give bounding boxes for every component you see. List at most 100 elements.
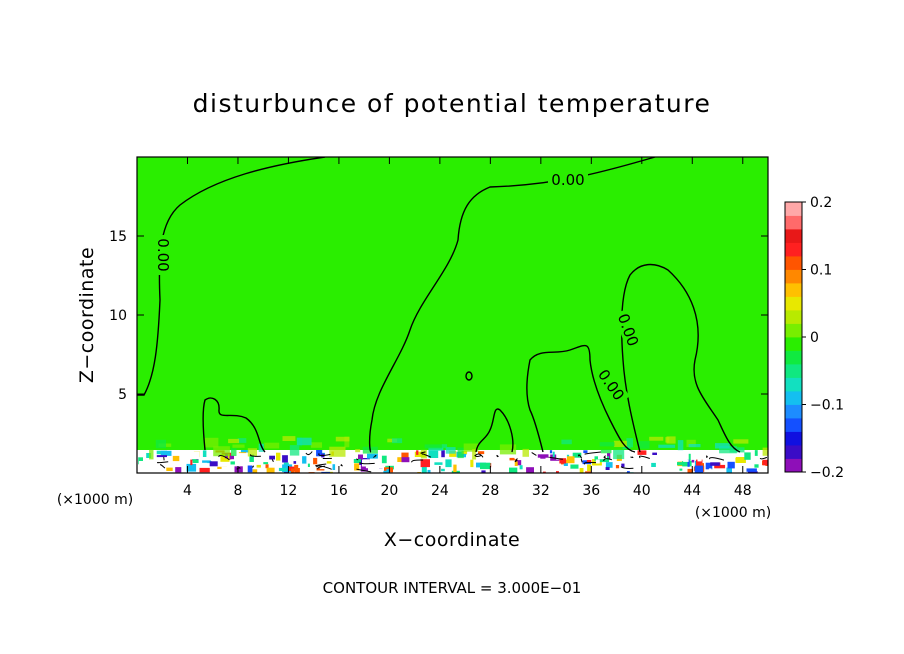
turbulence-cell xyxy=(240,450,249,453)
turbulence-contour xyxy=(630,456,634,459)
turbulence-cell xyxy=(295,459,302,464)
turbulence-cell xyxy=(461,450,468,454)
turbulence-cell xyxy=(466,455,469,463)
turbulence-cell xyxy=(234,466,243,473)
contour-interval-note: CONTOUR INTERVAL = 3.000E−01 xyxy=(323,579,582,597)
turbulence-cell xyxy=(403,464,408,469)
turbulence-cell xyxy=(543,471,546,473)
turbulence-cell xyxy=(726,467,732,473)
turbulence-contour xyxy=(317,465,325,470)
turbulence-contour xyxy=(496,454,499,458)
turbulence-cell xyxy=(682,461,692,467)
turbulence-cell xyxy=(172,455,180,462)
turbulence-cell xyxy=(265,464,269,469)
x-tick-label: 20 xyxy=(380,483,398,499)
near-surface-cell xyxy=(733,439,749,444)
x-tick-label: 28 xyxy=(481,483,499,499)
near-surface-cell xyxy=(213,446,230,457)
colorbar-tick-label: −0.1 xyxy=(810,398,844,414)
turbulence-cell xyxy=(445,459,452,468)
near-surface-cell xyxy=(282,436,296,441)
near-surface-cell xyxy=(445,447,456,454)
turbulence-cell xyxy=(635,466,641,472)
near-surface-cell xyxy=(626,438,633,448)
turbulence-cell xyxy=(416,450,419,455)
turbulence-cell xyxy=(701,463,704,467)
colorbar-swatch xyxy=(785,445,802,459)
turbulence-cell xyxy=(156,455,167,458)
turbulence-cell xyxy=(705,462,713,470)
y-axis-ticks: 5 10 15 xyxy=(109,229,768,403)
y-tick-label: 10 xyxy=(109,308,127,324)
turbulence-cell xyxy=(166,467,173,471)
near-surface-cell xyxy=(600,449,612,454)
x-tick-label: 44 xyxy=(683,483,701,499)
x-axis-label: X−coordinate xyxy=(384,529,520,551)
turbulence-contour xyxy=(474,454,482,457)
turbulence-cell xyxy=(278,467,288,472)
near-surface-cell xyxy=(658,444,676,448)
surface-turbulence-layer xyxy=(137,436,768,473)
turbulence-cell xyxy=(326,461,332,464)
turbulence-cell xyxy=(663,454,667,461)
turbulence-cell xyxy=(683,459,689,462)
colorbar-swatch xyxy=(785,296,802,311)
near-surface-cell xyxy=(499,444,517,455)
chart-title: disturbunce of potential temperature xyxy=(193,89,712,118)
turbulence-cell xyxy=(549,450,553,454)
turbulence-cell xyxy=(754,464,759,468)
turbulence-cell xyxy=(434,462,443,465)
turbulence-cell xyxy=(266,467,275,473)
turbulence-cell xyxy=(331,455,339,461)
near-surface-cell xyxy=(463,443,479,452)
turbulence-cell xyxy=(696,459,703,466)
contour-line-upper-left xyxy=(137,157,326,396)
turbulence-cell xyxy=(639,466,642,473)
turbulence-cell xyxy=(754,450,758,456)
colorbar-swatch xyxy=(785,458,802,473)
turbulence-contour xyxy=(236,467,241,470)
turbulence-cell xyxy=(202,460,211,463)
turbulence-cell xyxy=(247,465,253,473)
turbulence-cell xyxy=(338,471,343,473)
near-surface-cell xyxy=(329,446,346,457)
turbulence-cell xyxy=(677,462,684,466)
turbulence-contour xyxy=(315,463,327,467)
turbulence-cell xyxy=(375,453,381,457)
x-tick-label: 4 xyxy=(183,483,192,499)
turbulence-cell xyxy=(586,460,592,463)
turbulence-cell xyxy=(587,464,592,472)
y-tick-label: 5 xyxy=(118,387,127,403)
near-surface-cell xyxy=(666,436,676,444)
colorbar-swatch xyxy=(785,269,802,284)
turbulence-cell xyxy=(155,461,162,467)
turbulence-cell xyxy=(150,462,160,470)
turbulence-contour xyxy=(411,459,424,463)
turbulence-cell xyxy=(647,467,658,473)
turbulence-cell xyxy=(651,462,656,470)
near-surface-cell xyxy=(335,436,350,442)
near-surface-cell xyxy=(715,443,730,449)
turbulence-cell xyxy=(724,450,735,459)
turbulence-cell xyxy=(552,451,555,458)
turbulence-contour xyxy=(638,455,650,459)
colorbar-tick-label: −0.2 xyxy=(810,465,844,481)
near-surface-cell xyxy=(522,448,529,457)
turbulence-contour xyxy=(305,451,313,456)
turbulence-cell xyxy=(362,459,370,467)
colorbar-tick-label: 0.1 xyxy=(810,263,832,279)
turbulence-cell xyxy=(433,458,440,462)
colorbar-swatch xyxy=(785,391,802,405)
turbulence-cell xyxy=(160,450,172,456)
turbulence-cell xyxy=(414,451,426,457)
turbulence-cell xyxy=(564,471,568,473)
colorbar-tick-label: 0.2 xyxy=(810,195,832,211)
turbulence-cell xyxy=(627,471,630,473)
turbulence-cell xyxy=(760,467,768,473)
turbulence-cell xyxy=(727,461,735,469)
turbulence-cell xyxy=(605,462,613,468)
turbulence-cell xyxy=(351,466,354,473)
contour-line-small-loop xyxy=(465,371,473,381)
turbulence-cell xyxy=(420,459,430,468)
colorbar-swatch xyxy=(785,350,802,365)
